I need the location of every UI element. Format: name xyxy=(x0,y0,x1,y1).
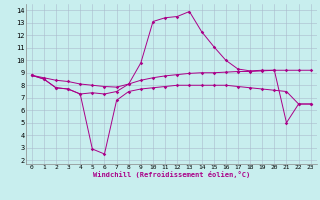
X-axis label: Windchill (Refroidissement éolien,°C): Windchill (Refroidissement éolien,°C) xyxy=(92,171,250,178)
